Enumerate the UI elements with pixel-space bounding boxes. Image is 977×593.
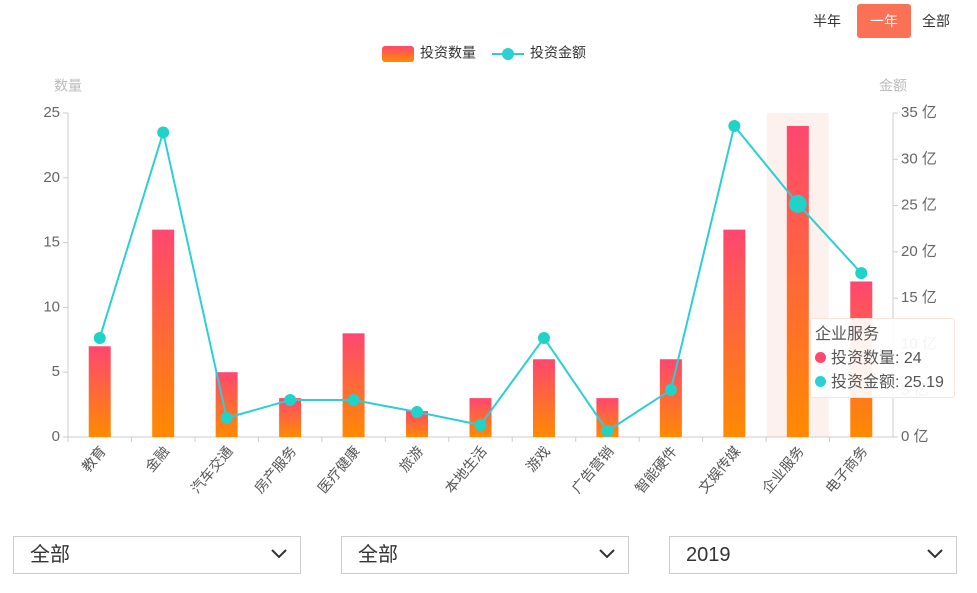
tooltip-text: 投资数量: 24 bbox=[831, 350, 922, 367]
tooltip-title: 企业服务 bbox=[815, 326, 880, 343]
legend-marker bbox=[502, 48, 514, 60]
bar bbox=[469, 398, 492, 437]
x-tick-label: 企业服务 bbox=[759, 443, 807, 496]
x-tick-label: 智能硬件 bbox=[632, 443, 680, 496]
x-tick-label: 广告营销 bbox=[568, 443, 616, 496]
y2-axis-label: 金额 bbox=[879, 78, 907, 94]
bar bbox=[532, 359, 555, 437]
y2-tick-label: 25 亿 bbox=[901, 197, 937, 214]
range-button[interactable]: 半年 bbox=[813, 13, 841, 29]
chevron bbox=[599, 549, 615, 559]
x-tick-label: 汽车交通 bbox=[188, 443, 236, 496]
legend-swatch bbox=[382, 46, 414, 62]
x-tick-label: 本地生活 bbox=[441, 443, 489, 496]
bar bbox=[279, 398, 302, 437]
tooltip-dot bbox=[815, 352, 826, 363]
bar bbox=[215, 372, 238, 437]
y2-tick-label: 15 亿 bbox=[901, 289, 937, 306]
bar bbox=[406, 411, 429, 437]
chevron bbox=[271, 549, 287, 559]
line-marker bbox=[93, 331, 106, 344]
x-tick-label: 游戏 bbox=[523, 443, 553, 475]
y2-tick-label: 30 亿 bbox=[901, 150, 937, 167]
y-axis-label: 数量 bbox=[54, 78, 82, 94]
line-marker bbox=[664, 383, 677, 396]
bar bbox=[88, 346, 111, 437]
y-tick-label: 5 bbox=[52, 363, 60, 380]
dropdown-value: 全部 bbox=[358, 544, 398, 566]
y2-tick-label: 20 亿 bbox=[901, 243, 937, 260]
dropdown[interactable]: 全部 bbox=[13, 536, 301, 574]
line-marker bbox=[788, 194, 807, 213]
dropdown-value: 全部 bbox=[30, 544, 70, 566]
tooltip-dot bbox=[815, 376, 826, 387]
bar bbox=[152, 229, 175, 437]
x-tick-label: 医疗健康 bbox=[314, 443, 362, 496]
y-tick-label: 15 bbox=[43, 234, 60, 251]
y-tick-label: 25 bbox=[43, 104, 60, 121]
dropdown[interactable]: 全部 bbox=[341, 536, 629, 574]
x-tick-label: 金融 bbox=[142, 443, 172, 475]
y-tick-label: 10 bbox=[43, 298, 60, 315]
tooltip-row: 投资金额: 25.19 bbox=[815, 371, 950, 395]
legend-label: 投资金额 bbox=[530, 45, 586, 61]
line-marker bbox=[347, 393, 360, 406]
y2-tick-label: 0 亿 bbox=[901, 428, 929, 445]
bar bbox=[786, 125, 809, 438]
range-button[interactable]: 全部 bbox=[922, 13, 950, 29]
y2-tick-label: 35 亿 bbox=[901, 104, 937, 121]
line-marker bbox=[220, 412, 233, 425]
line-marker bbox=[728, 119, 741, 132]
line-marker bbox=[474, 418, 487, 431]
line-marker bbox=[284, 393, 297, 406]
y-tick-label: 0 bbox=[52, 428, 60, 445]
bar bbox=[723, 229, 746, 437]
dropdown[interactable]: 2019 bbox=[669, 536, 957, 574]
chevron bbox=[927, 549, 943, 559]
line-marker bbox=[855, 267, 868, 280]
x-tick-label: 文娱传媒 bbox=[695, 443, 743, 496]
range-button[interactable]: 一年 bbox=[857, 4, 911, 38]
dropdown-value: 2019 bbox=[686, 544, 731, 566]
line-marker bbox=[537, 331, 550, 344]
line-marker bbox=[601, 424, 614, 437]
tooltip-row: 投资数量: 24 bbox=[815, 347, 950, 371]
line-marker bbox=[411, 406, 424, 419]
legend-label: 投资数量 bbox=[420, 45, 476, 61]
x-tick-label: 旅游 bbox=[396, 443, 426, 475]
bar bbox=[659, 359, 682, 437]
y-tick-label: 20 bbox=[43, 169, 60, 186]
x-tick-label: 房产服务 bbox=[251, 443, 299, 496]
tooltip: 企业服务 投资数量: 24 投资金额: 25.19 bbox=[810, 318, 955, 398]
tooltip-text: 投资金额: 25.19 bbox=[831, 374, 944, 391]
x-tick-label: 教育 bbox=[79, 443, 109, 475]
line-marker bbox=[157, 126, 170, 139]
bar bbox=[342, 333, 365, 437]
x-tick-label: 电子商务 bbox=[822, 443, 870, 496]
line bbox=[98, 123, 863, 433]
